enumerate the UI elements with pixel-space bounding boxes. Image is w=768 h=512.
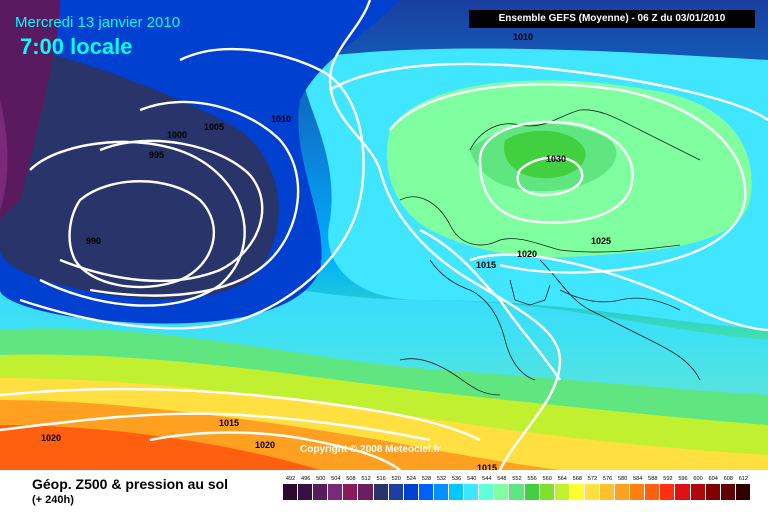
- legend-swatches: [283, 484, 751, 500]
- legend-value: 608: [723, 476, 733, 482]
- legend-value: 536: [451, 476, 462, 482]
- legend-swatch: [539, 484, 555, 500]
- legend-swatch: [313, 484, 329, 500]
- legend-swatch: [343, 484, 359, 500]
- isobar-label: 1010: [513, 32, 534, 42]
- legend-swatch: [464, 484, 480, 500]
- forecast-lead: (+ 240h): [32, 494, 74, 506]
- forecast-time: 7:00 locale: [20, 34, 133, 59]
- isobar-label: 1010: [271, 114, 292, 124]
- legend-swatch: [494, 484, 510, 500]
- legend-value: 588: [648, 476, 658, 482]
- legend-value: 564: [557, 476, 567, 482]
- forecast-date: Mercredi 13 janvier 2010: [15, 14, 181, 31]
- legend-swatch: [599, 484, 616, 500]
- legend-value: 508: [346, 476, 356, 482]
- legend-swatch: [630, 484, 646, 500]
- legend-swatch: [418, 484, 434, 500]
- isobar-label: 995: [149, 150, 165, 160]
- isobar-label: 1030: [546, 154, 567, 164]
- legend-value: 568: [572, 476, 582, 482]
- model-run-info: Ensemble GEFS (Moyenne) - 06 Z du 03/01/…: [469, 10, 755, 28]
- geopotential-field: [0, 0, 768, 470]
- isobar-label: 1015: [477, 463, 498, 470]
- legend-swatch: [403, 484, 419, 500]
- legend-swatch: [328, 484, 344, 500]
- legend-value: 572: [587, 476, 598, 482]
- legend-value: 548: [497, 476, 507, 482]
- legend-value: 552: [512, 476, 522, 482]
- legend-value: 500: [316, 476, 326, 482]
- legend-value: 544: [482, 476, 492, 482]
- legend-swatch: [660, 484, 676, 500]
- legend-swatch: [358, 484, 374, 500]
- legend-swatch: [735, 484, 751, 500]
- legend-swatch: [509, 484, 525, 500]
- legend-swatch: [705, 484, 721, 500]
- isobar-label: 1015: [476, 260, 497, 270]
- legend-value: 600: [693, 476, 703, 482]
- isobar-label: 1000: [167, 130, 188, 140]
- legend-value: 604: [708, 476, 718, 482]
- legend-value: 496: [300, 476, 311, 482]
- legend-swatch: [524, 484, 540, 500]
- footer-panel: Géop. Z500 & pression au sol (+ 240h) 49…: [0, 470, 768, 512]
- color-scale-legend: 492 496 500 504 508 512 516 520 524 528 532 536 540 5…: [283, 476, 751, 506]
- legend-values: 492 496 500 504 508 512 516 520 524 528 532 536 540 5…: [283, 476, 751, 482]
- legend-swatch: [675, 484, 691, 500]
- legend-value: 580: [617, 476, 628, 482]
- weather-map: Mercredi 13 janvier 2010 7:00 locale Ens…: [0, 0, 768, 470]
- legend-value: 524: [406, 476, 416, 482]
- copyright-notice: Copyright © 2008 Meteociel.fr: [300, 444, 441, 455]
- legend-swatch: [554, 484, 570, 500]
- legend-swatch: [283, 484, 299, 500]
- legend-value: 520: [391, 476, 401, 482]
- isobar-label: 1020: [517, 249, 538, 259]
- isobar-label: 1005: [204, 122, 225, 132]
- legend-value: 596: [678, 476, 688, 482]
- legend-swatch: [373, 484, 389, 500]
- legend-value: 492: [285, 476, 296, 482]
- legend-value: 516: [376, 476, 386, 482]
- legend-swatch: [615, 484, 631, 500]
- legend-value: 532: [436, 476, 447, 482]
- legend-value: 504: [331, 476, 341, 482]
- legend-swatch: [479, 484, 495, 500]
- legend-value: 584: [633, 476, 643, 482]
- legend-value: 528: [421, 476, 432, 482]
- legend-swatch: [449, 484, 465, 500]
- isobar-label: 1020: [41, 433, 62, 443]
- legend-swatch: [584, 484, 600, 500]
- legend-swatch: [690, 484, 706, 500]
- legend-value: 556: [527, 476, 537, 482]
- legend-value: 576: [602, 476, 613, 482]
- legend-value: 560: [542, 476, 552, 482]
- legend-swatch: [569, 484, 585, 500]
- legend-swatch: [298, 484, 314, 500]
- isobar-label: 1025: [591, 236, 612, 246]
- legend-swatch: [388, 484, 404, 500]
- legend-swatch: [433, 484, 450, 500]
- isobar-label: 1015: [219, 418, 240, 428]
- legend-swatch: [720, 484, 736, 500]
- legend-value: 592: [663, 476, 673, 482]
- legend-value: 512: [361, 476, 371, 482]
- isobar-label: 1020: [255, 440, 276, 450]
- chart-title: Géop. Z500 & pression au sol: [32, 476, 229, 492]
- legend-value: 540: [467, 476, 477, 482]
- legend-value: 612: [738, 476, 749, 482]
- isobar-label: 990: [86, 236, 102, 246]
- legend-swatch: [645, 484, 661, 500]
